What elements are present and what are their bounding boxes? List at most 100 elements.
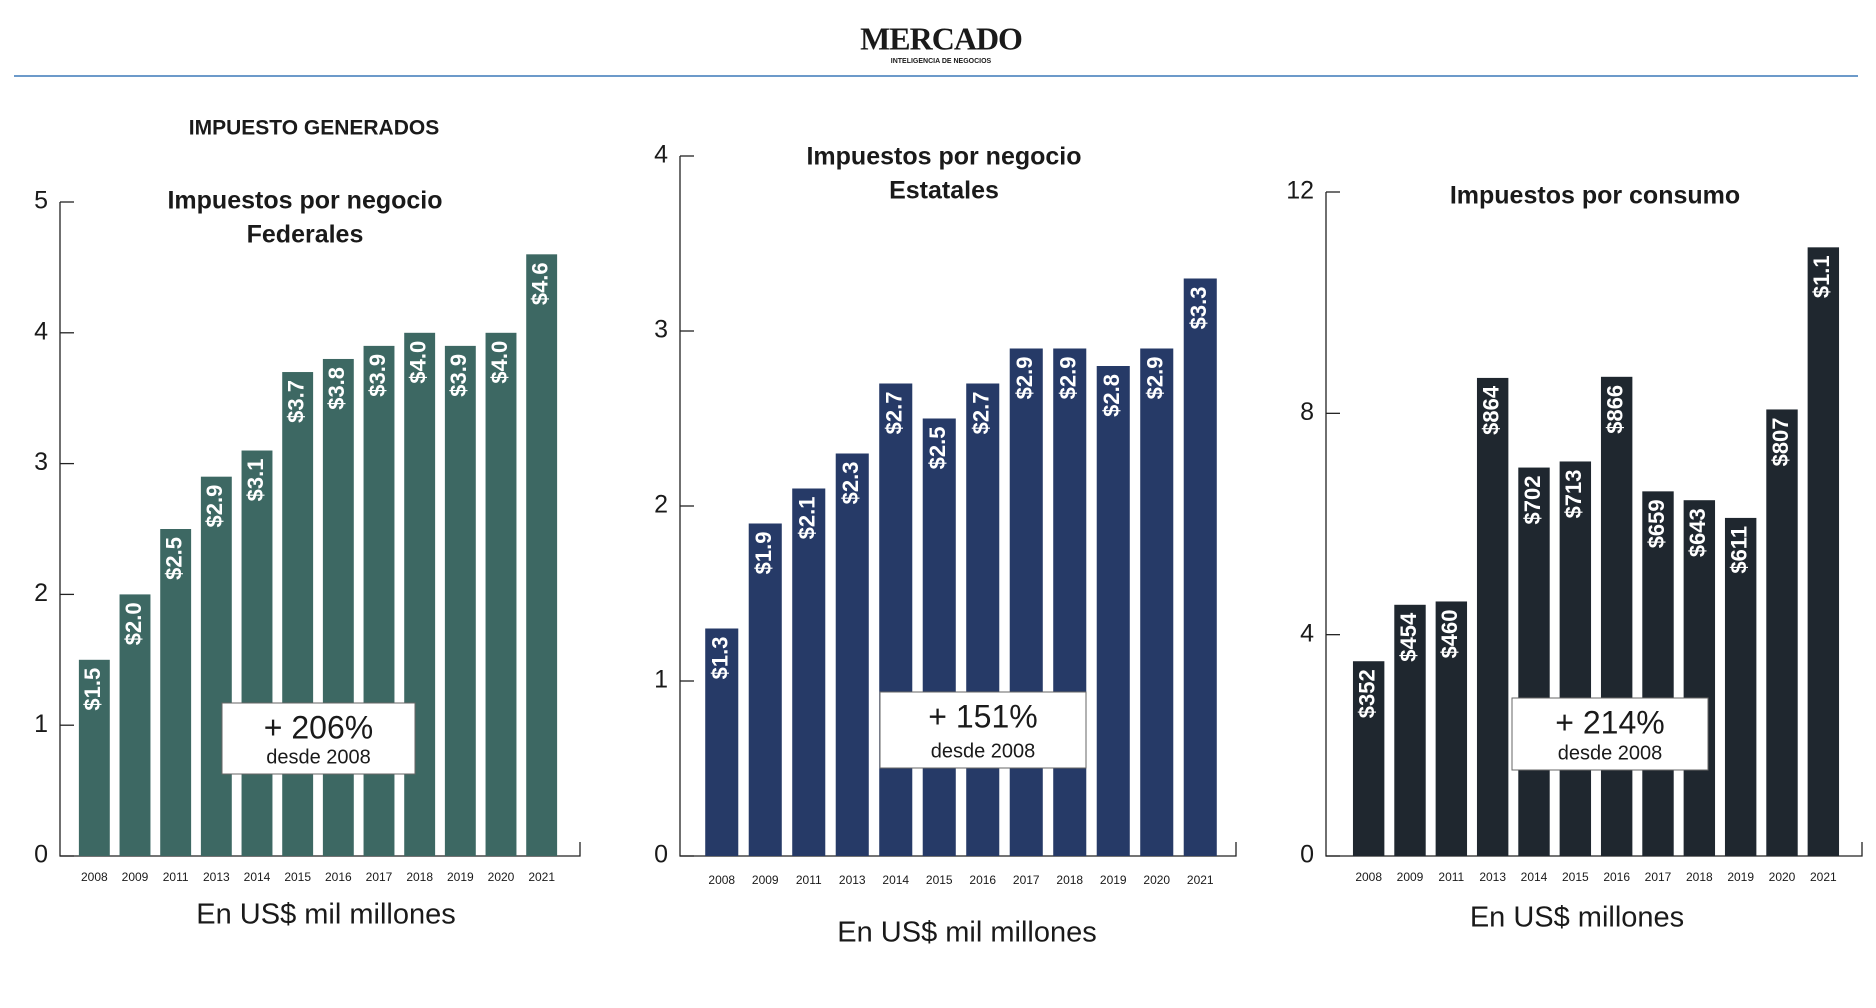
bar — [1009, 348, 1043, 856]
bar — [1394, 604, 1426, 856]
x-tick-label: 2020 — [1143, 873, 1170, 887]
x-tick-label: 2015 — [284, 870, 311, 884]
bar — [1183, 278, 1217, 856]
value-label: $2.9 — [1143, 357, 1168, 400]
bar — [1518, 467, 1550, 856]
x-tick-label: 2021 — [528, 870, 555, 884]
annotation-box — [221, 702, 416, 775]
y-tick-label: 2 — [654, 491, 668, 519]
annotation: + 206% — [264, 709, 373, 745]
bar — [1096, 366, 1130, 856]
annotation-note: desde 2008 — [266, 746, 371, 768]
bar — [1807, 247, 1840, 857]
value-label: $1.1 — [1809, 255, 1834, 298]
x-tick-label: 2020 — [1769, 870, 1796, 884]
value-label: $611 — [1726, 526, 1751, 574]
value-label: $2.9 — [1012, 357, 1037, 400]
y-tick-label: 3 — [34, 448, 48, 476]
bar — [1140, 348, 1174, 856]
value-label: $3.8 — [324, 367, 349, 410]
bar — [966, 383, 1000, 856]
value-label: $643 — [1685, 508, 1710, 557]
value-label: $702 — [1520, 476, 1545, 525]
y-tick-label: 1 — [654, 666, 668, 694]
y-tick-label: 0 — [34, 841, 48, 869]
bar — [1724, 517, 1757, 856]
x-tick-label: 2019 — [1100, 873, 1127, 887]
value-label: $2.8 — [1099, 374, 1124, 417]
value-label: $352 — [1354, 669, 1379, 718]
value-label: $807 — [1768, 417, 1793, 466]
value-label: $2.9 — [202, 485, 227, 528]
value-label: $2.5 — [925, 427, 950, 470]
x-tick-label: 2011 — [1438, 870, 1464, 884]
bar — [485, 332, 517, 856]
axis — [59, 202, 581, 857]
x-tick-label: 2018 — [1056, 873, 1083, 887]
bar — [705, 628, 739, 856]
bar — [1642, 491, 1674, 856]
x-tick-label: 2013 — [203, 870, 230, 884]
x-tick-label: 2015 — [926, 873, 953, 887]
value-label: $2.5 — [161, 537, 186, 580]
x-axis-label: En US$ mil millones — [837, 917, 1096, 949]
annotation-note: desde 2008 — [931, 740, 1036, 762]
x-tick-label: 2019 — [447, 870, 474, 884]
value-label: $1.9 — [751, 532, 776, 575]
bar — [160, 529, 192, 856]
bar — [1435, 601, 1468, 856]
bar — [835, 453, 869, 856]
value-label: $2.7 — [969, 392, 994, 435]
x-tick-label: 2017 — [1645, 870, 1672, 884]
x-axis-label: En US$ millones — [1470, 902, 1684, 934]
chart-title: Impuestos por negocio — [167, 187, 442, 215]
bar — [526, 254, 558, 856]
bar — [119, 594, 151, 856]
x-axis-label: En US$ mil millones — [196, 899, 455, 931]
x-tick-label: 2009 — [122, 870, 149, 884]
x-tick-label: 2016 — [325, 870, 352, 884]
bar — [404, 332, 436, 856]
bar — [241, 450, 273, 856]
x-tick-label: 2014 — [882, 873, 909, 887]
annotation: + 151% — [928, 698, 1037, 734]
chart-subtitle: Estatales — [889, 177, 999, 205]
value-label: $2.1 — [795, 497, 820, 540]
bar — [1600, 376, 1633, 856]
bar — [792, 488, 826, 856]
y-tick-label: 1 — [34, 710, 48, 738]
y-tick-label: 0 — [654, 841, 668, 869]
x-tick-label: 2008 — [81, 870, 108, 884]
annotation-box — [879, 691, 1087, 769]
annotation-box — [1511, 697, 1709, 771]
bar — [1683, 500, 1716, 856]
y-tick-label: 12 — [1286, 177, 1314, 205]
x-tick-label: 2020 — [488, 870, 515, 884]
value-label: $3.7 — [283, 380, 308, 423]
bar — [1476, 377, 1509, 856]
value-label: $713 — [1561, 469, 1586, 518]
annotation-note: desde 2008 — [1558, 742, 1663, 764]
y-tick-label: 8 — [1300, 398, 1314, 426]
x-tick-label: 2014 — [1521, 870, 1548, 884]
bar — [444, 345, 476, 856]
value-label: $2.3 — [838, 462, 863, 505]
axis — [1325, 192, 1863, 857]
bar — [322, 358, 354, 856]
value-label: $4.0 — [405, 341, 430, 384]
y-tick-label: 0 — [1300, 841, 1314, 869]
value-label: $1.5 — [80, 668, 105, 711]
value-label: $4.0 — [487, 341, 512, 384]
x-tick-label: 2013 — [839, 873, 866, 887]
bar — [282, 372, 314, 856]
x-tick-label: 2013 — [1479, 870, 1506, 884]
x-tick-label: 2014 — [244, 870, 271, 884]
y-tick-label: 2 — [34, 579, 48, 607]
y-tick-label: 3 — [654, 316, 668, 344]
chart-title: Impuestos por consumo — [1450, 182, 1740, 210]
x-tick-label: 2019 — [1727, 870, 1754, 884]
x-tick-label: 2021 — [1187, 873, 1214, 887]
x-tick-label: 2018 — [406, 870, 433, 884]
value-label: $2.0 — [121, 602, 146, 645]
